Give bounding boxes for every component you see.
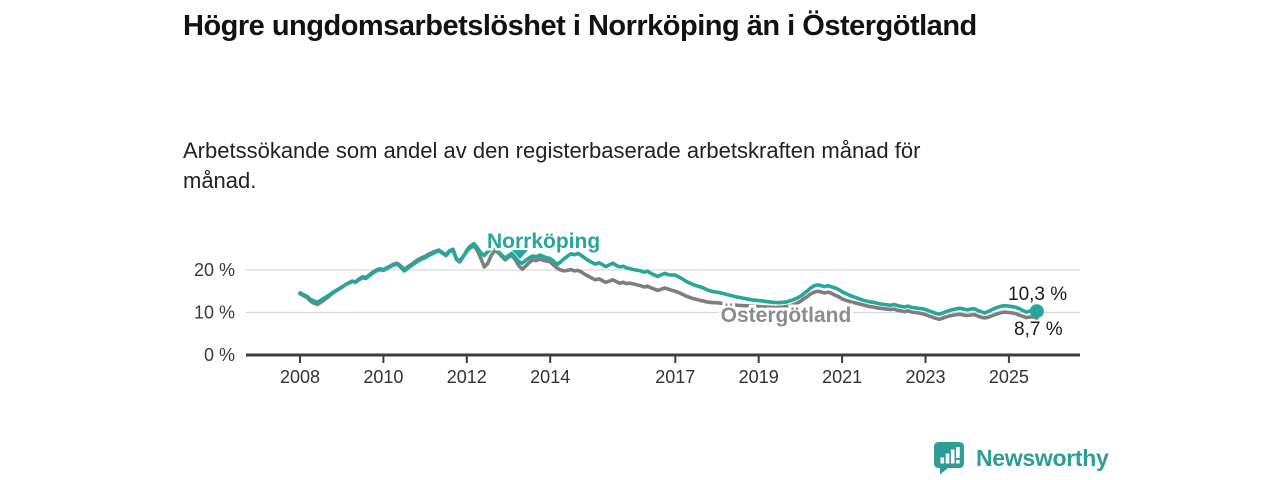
page-title: Högre ungdomsarbetslöshet i Norrköping ä… [183, 10, 977, 42]
y-tick-label-20: 20 % [194, 260, 235, 280]
x-tick-label-2017: 2017 [655, 367, 695, 387]
x-tick-label-2014: 2014 [530, 367, 570, 387]
y-tick-label-10: 10 % [194, 303, 235, 323]
newsworthy-logo-icon [934, 442, 964, 475]
x-tick-label-2008: 2008 [280, 367, 320, 387]
x-tick-label-2021: 2021 [822, 367, 862, 387]
series-label-norrköping: Norrköping [487, 230, 600, 253]
x-tick-label-2025: 2025 [989, 367, 1029, 387]
x-tick-label-2023: 2023 [905, 367, 945, 387]
series-line-norrköping [298, 241, 1039, 317]
branding-footer: Newsworthy [933, 441, 1109, 475]
y-tick-label-0: 0 % [204, 345, 235, 365]
chart-subtitle: Arbetssökande som andel av den registerb… [183, 138, 921, 193]
brand-wordmark: Newsworthy [976, 444, 1109, 471]
series-label-östergötland: Östergötland [721, 304, 852, 327]
series-label-arrow-icon [512, 250, 528, 259]
x-tick-label-2019: 2019 [739, 367, 779, 387]
x-tick-label-2010: 2010 [363, 367, 403, 387]
end-dot-norrköping [1029, 304, 1044, 319]
end-value-label-östergötland: 8,7 % [1014, 319, 1063, 340]
x-tick-label-2012: 2012 [447, 367, 487, 387]
end-value-label-norrköping: 10,3 % [1008, 284, 1067, 305]
